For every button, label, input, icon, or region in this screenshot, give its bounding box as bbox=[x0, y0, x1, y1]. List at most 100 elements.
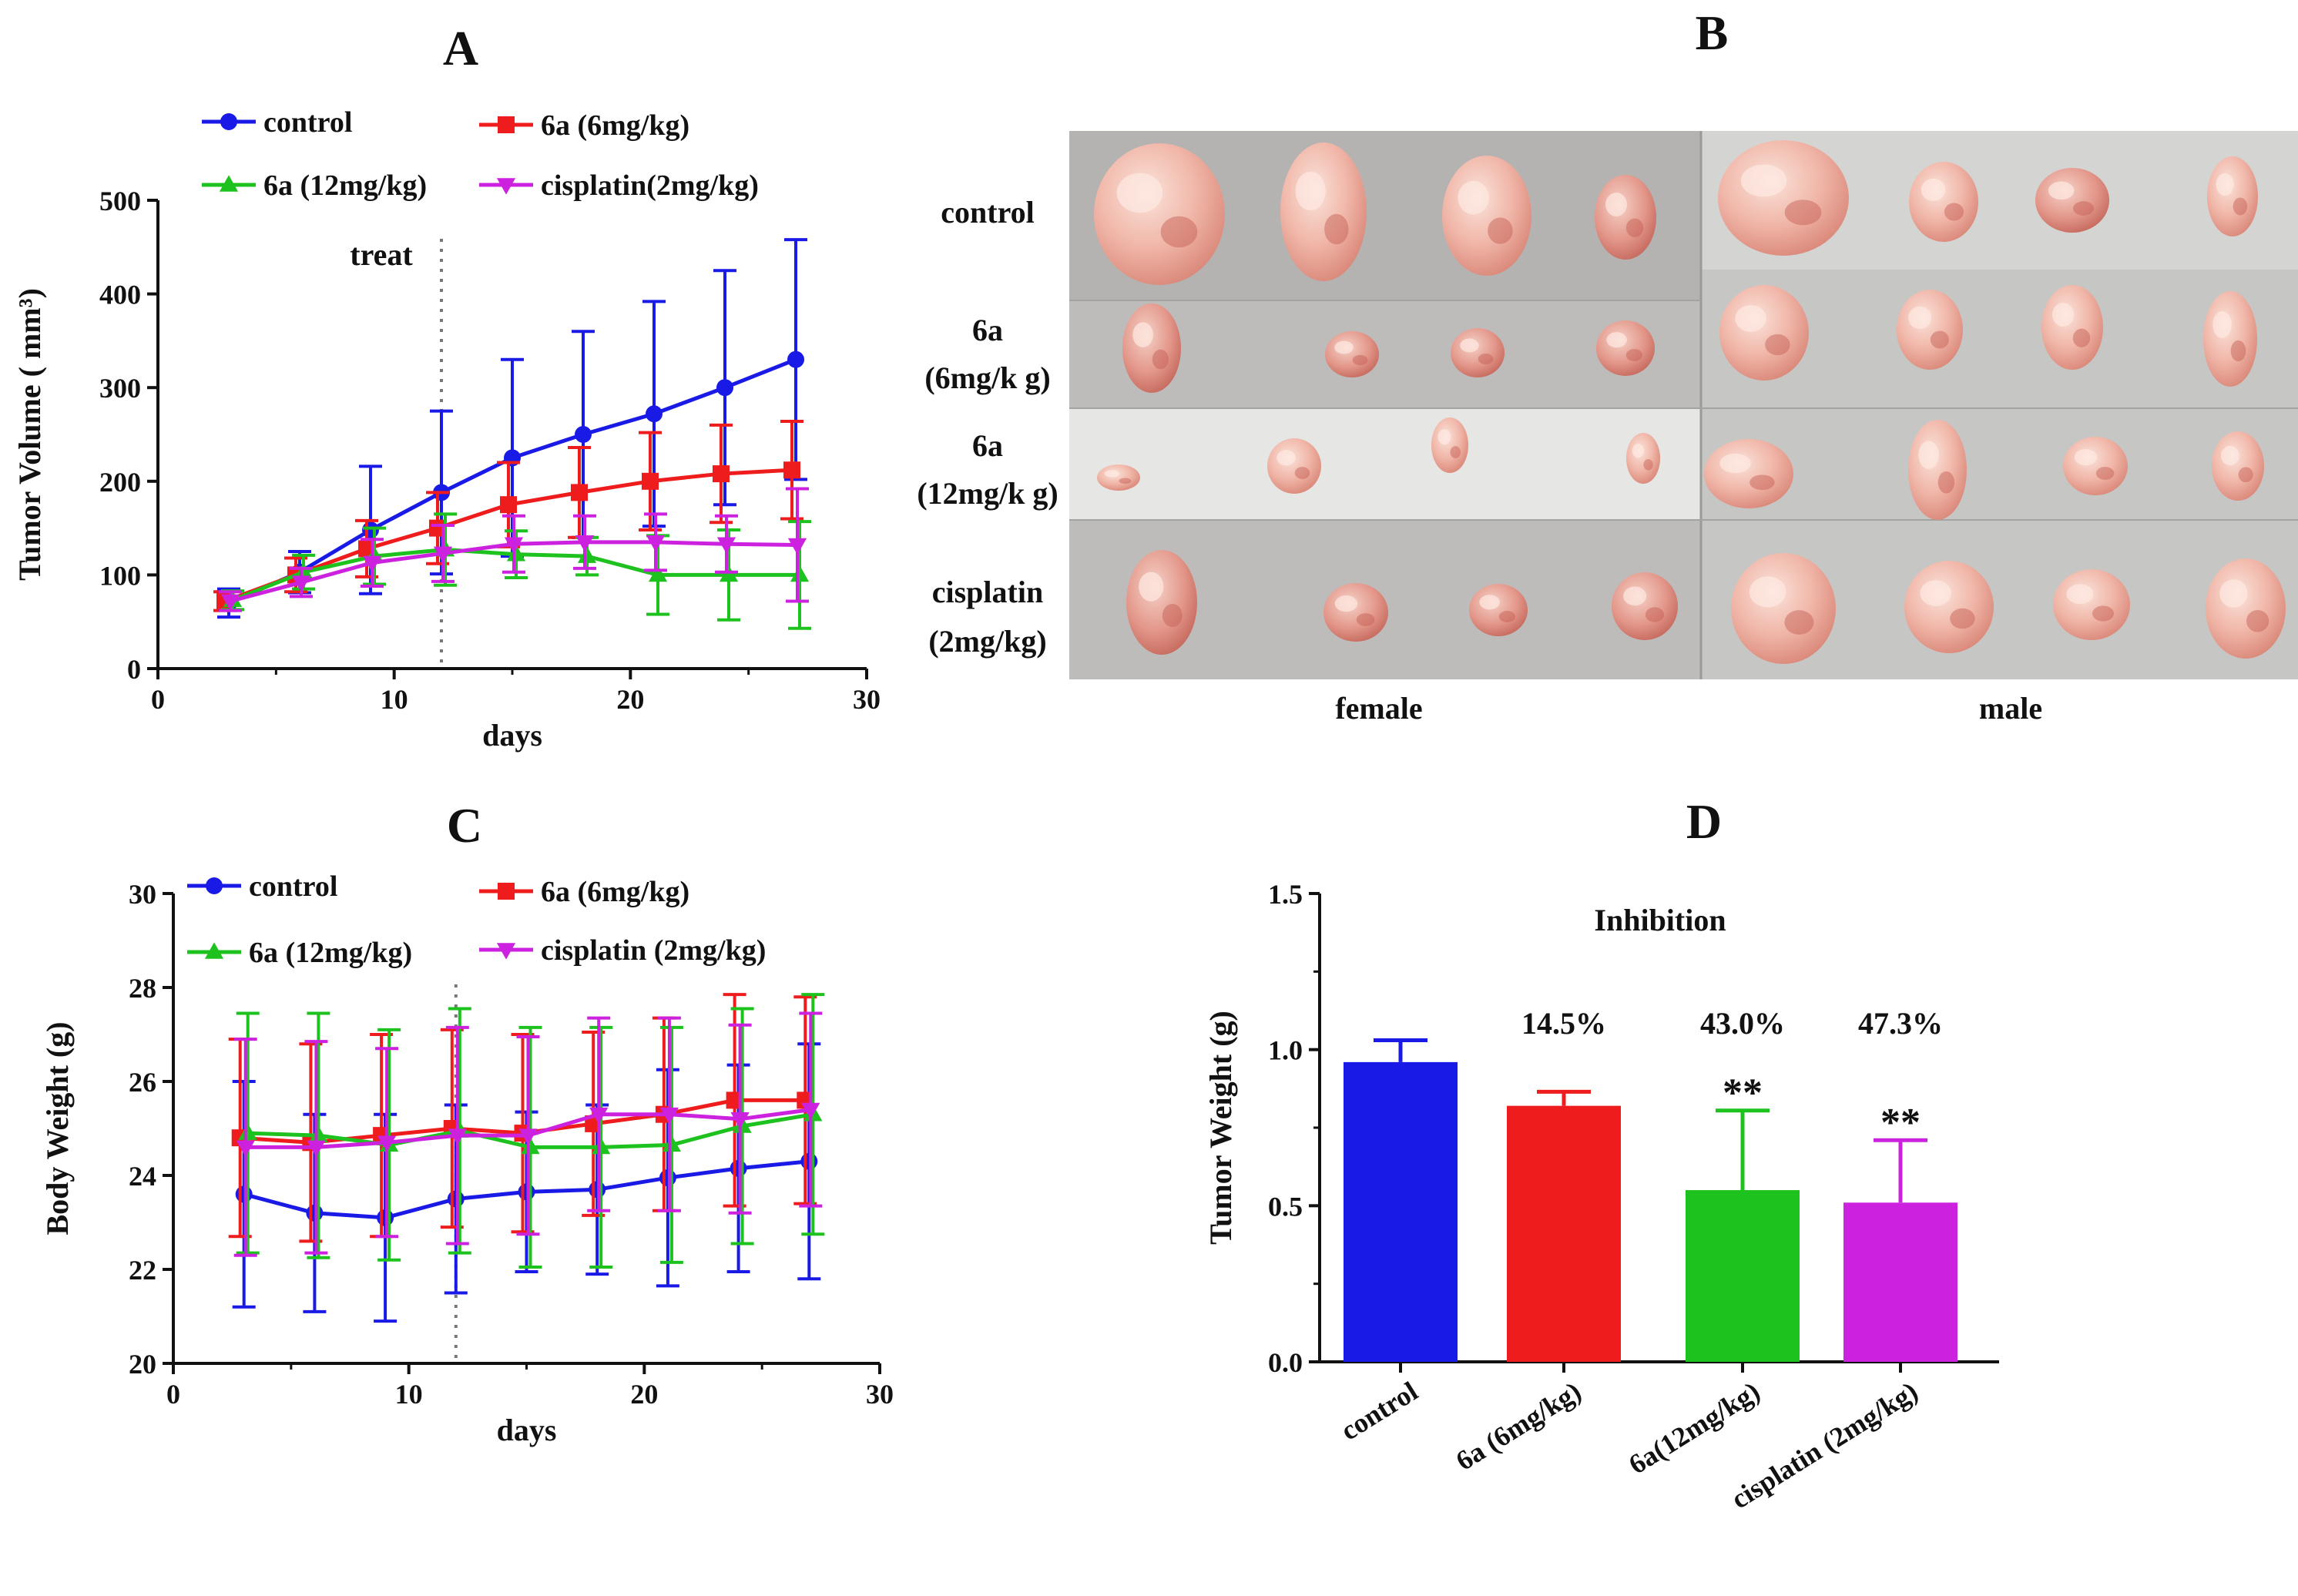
tumor-highlight bbox=[1116, 173, 1163, 213]
tumor-highlight bbox=[1460, 338, 1479, 353]
tumor-body bbox=[1126, 550, 1197, 655]
tumor-shadow bbox=[2230, 340, 2246, 362]
inhibition-label: 43.0% bbox=[1700, 1006, 1785, 1041]
x-tick-label: 20 bbox=[630, 1379, 658, 1410]
tumor-body bbox=[1909, 162, 1978, 242]
data-point bbox=[659, 1107, 679, 1125]
series-control bbox=[217, 238, 807, 619]
tumor-specimen bbox=[1323, 583, 1388, 642]
y-tick-label: 200 bbox=[99, 467, 141, 498]
tumor-highlight bbox=[1749, 576, 1786, 608]
tumor-shadow bbox=[1625, 218, 1644, 237]
tumor-shadow bbox=[1784, 610, 1814, 635]
data-point bbox=[377, 1135, 397, 1152]
data-point bbox=[518, 1128, 538, 1145]
tumor-specimen bbox=[1431, 417, 1468, 473]
tumor-highlight bbox=[2212, 311, 2232, 338]
row-label: 6a bbox=[972, 313, 1003, 347]
data-point bbox=[504, 537, 524, 554]
tumor-body bbox=[2203, 291, 2257, 387]
legend-marker bbox=[498, 116, 515, 133]
tumor-specimen bbox=[2035, 168, 2109, 233]
tumor-specimen bbox=[1897, 290, 1963, 370]
treat-annotation: treat bbox=[350, 237, 413, 272]
tumor-highlight bbox=[1132, 322, 1153, 347]
x-tick-label: 0 bbox=[166, 1379, 180, 1410]
y-tick-label: 0.5 bbox=[1268, 1191, 1303, 1222]
tumor-shadow bbox=[1488, 217, 1513, 244]
tumor-highlight bbox=[1623, 586, 1647, 606]
tumor-shadow bbox=[1294, 467, 1310, 479]
tumor-shadow bbox=[1643, 458, 1653, 471]
series-cisplatin-2mg-kg bbox=[233, 1011, 823, 1257]
tumor-specimen bbox=[1719, 285, 1809, 381]
tumor-shadow bbox=[1645, 607, 1664, 622]
series-6a-12mg-kg bbox=[236, 993, 825, 1269]
tumor-highlight bbox=[1479, 595, 1500, 610]
data-point bbox=[716, 379, 733, 397]
tumor-body bbox=[1267, 438, 1321, 494]
inhibition-label: 14.5% bbox=[1521, 1006, 1606, 1041]
inhibition-label: 47.3% bbox=[1858, 1006, 1943, 1041]
row-label: (6mg/k g) bbox=[924, 360, 1050, 395]
tumor-specimen bbox=[1469, 584, 1528, 636]
data-point bbox=[716, 537, 736, 554]
tumor-specimen bbox=[1094, 143, 1225, 285]
data-point bbox=[648, 565, 668, 582]
tumor-shadow bbox=[1478, 353, 1494, 365]
y-tick-label: 100 bbox=[99, 560, 141, 591]
x-tick-label: 30 bbox=[853, 684, 881, 715]
chart-a-tumor-volume: 0 100 200 300 400 500 0 10 20 30 days Tumor Volume … bbox=[12, 106, 881, 753]
data-point bbox=[220, 594, 240, 612]
tumor-body bbox=[1323, 583, 1388, 642]
tumor-specimen bbox=[2212, 431, 2264, 501]
tumor-shadow bbox=[1625, 349, 1643, 361]
row-label: 6a bbox=[972, 428, 1003, 463]
tumor-shadow bbox=[1119, 478, 1132, 484]
tumor-body bbox=[1897, 290, 1963, 370]
tumor-highlight bbox=[1438, 429, 1451, 445]
tumor-specimen bbox=[1909, 162, 1978, 242]
row-label: cisplatin bbox=[932, 575, 1043, 609]
chart-c-body-weight: 20 22 24 26 28 30 0 10 20 30 days Body Weight (g) co… bbox=[40, 870, 894, 1447]
column-label: male bbox=[1979, 691, 2042, 726]
panel-letter-a: A bbox=[443, 21, 478, 75]
y-tick-label: 300 bbox=[99, 373, 141, 404]
data-point bbox=[294, 562, 314, 579]
y-tick-label: 0.0 bbox=[1268, 1347, 1303, 1378]
legend-marker bbox=[220, 113, 237, 130]
y-axis-title: Tumor Volume ( mm³) bbox=[12, 288, 47, 581]
tumor-highlight bbox=[2219, 579, 2248, 608]
tumor-body bbox=[1908, 420, 1967, 520]
row-label: control bbox=[941, 195, 1034, 230]
bar-6a-12mg-kg bbox=[1686, 1190, 1800, 1362]
data-point bbox=[433, 546, 453, 564]
tumor-specimen bbox=[1718, 140, 1849, 256]
data-point bbox=[307, 1140, 326, 1158]
x-tick-label: 10 bbox=[395, 1379, 423, 1410]
tumor-specimen bbox=[1704, 439, 1793, 508]
y-tick-label: 28 bbox=[129, 973, 156, 1004]
tumor-body bbox=[1122, 303, 1181, 393]
tumor-body bbox=[1469, 584, 1528, 636]
tumor-highlight bbox=[1334, 595, 1358, 612]
tumor-body bbox=[1595, 175, 1656, 260]
tumor-shadow bbox=[1450, 446, 1461, 458]
tumor-specimen bbox=[1596, 320, 1655, 376]
tumor-body bbox=[1094, 143, 1225, 285]
row-label: (12mg/k g) bbox=[917, 476, 1058, 511]
legend-label: control bbox=[263, 106, 352, 139]
photo-female-row-3-background bbox=[1069, 408, 1701, 520]
data-point bbox=[575, 426, 592, 443]
tumor-specimen bbox=[1612, 572, 1678, 640]
tumor-shadow bbox=[1162, 604, 1183, 627]
data-point bbox=[362, 521, 379, 539]
tumor-body bbox=[1442, 156, 1531, 276]
legend-marker bbox=[496, 943, 516, 960]
legend-label: 6a (12mg/kg) bbox=[263, 169, 427, 202]
tumor-shadow bbox=[1749, 474, 1775, 491]
tumor-body bbox=[2207, 156, 2258, 236]
y-tick-label: 500 bbox=[99, 186, 141, 216]
tumor-body bbox=[2063, 437, 2128, 495]
